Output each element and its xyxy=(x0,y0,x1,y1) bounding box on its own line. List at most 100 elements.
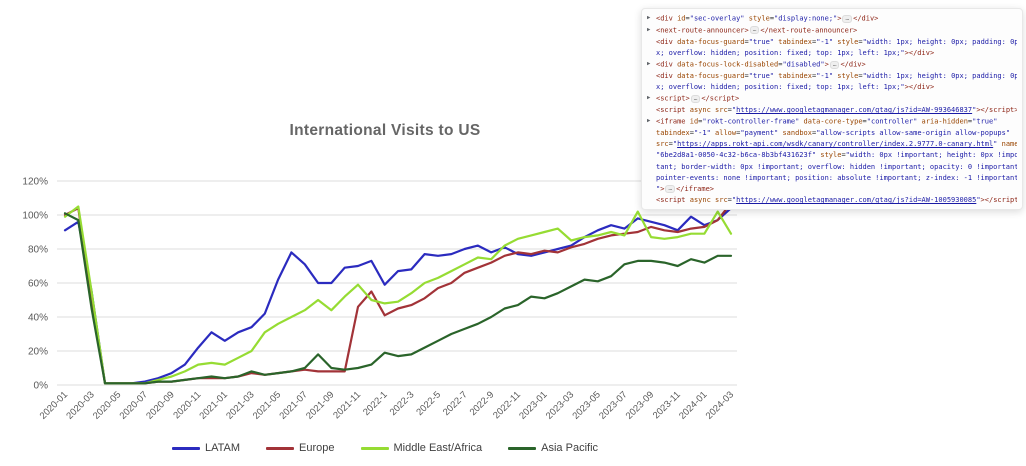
ellipsis-expand-button[interactable]: … xyxy=(749,26,760,35)
code-token: data-focus-lock-disabled xyxy=(672,60,779,69)
x-axis-tick-label: 2020-11 xyxy=(171,389,203,421)
x-axis-tick-label: 2020-01 xyxy=(38,389,70,421)
legend-swatch-latam xyxy=(171,446,200,450)
expand-arrow-icon[interactable]: ▶ xyxy=(647,95,651,102)
devtools-code-line[interactable]: tant; border-width: 0px !important; over… xyxy=(647,162,1017,173)
code-token: style xyxy=(816,151,842,160)
legend-label: Europe xyxy=(299,442,335,454)
expand-arrow-icon[interactable]: ▶ xyxy=(647,61,651,68)
code-token: ></div> xyxy=(904,48,935,57)
x-axis-tick-label: 2023-05 xyxy=(570,389,602,421)
series-line-latam xyxy=(63,207,733,385)
code-token: ></div> xyxy=(904,83,935,92)
code-token: <script xyxy=(656,196,686,205)
devtools-code-line[interactable]: ▶<iframe name="integration_type=preload_… xyxy=(647,207,1017,210)
expand-arrow-icon[interactable]: ▶ xyxy=(647,118,651,125)
devtools-code-line[interactable]: ▶ <script>… </script> xyxy=(647,93,1017,105)
devtools-code-line[interactable]: src="https://apps.rokt-api.com/wsdk/cana… xyxy=(647,139,1017,150)
code-link[interactable]: https://apps.rokt-api.com/wsdk/canary/co… xyxy=(677,140,994,149)
ellipsis-expand-button[interactable]: … xyxy=(665,185,676,194)
code-token: <iframe xyxy=(656,208,686,209)
devtools-code-line[interactable]: <div data-focus-guard="true" tabindex="-… xyxy=(647,71,1017,82)
ellipsis-expand-button[interactable]: … xyxy=(829,60,840,69)
x-axis-tick-label: 2024-01 xyxy=(677,389,709,421)
international-visits-chart: International Visits to US 0% 20% 40% 60% 80… xyxy=(22,122,737,454)
code-token: = xyxy=(778,60,783,69)
devtools-code-line[interactable]: <script async src="https://www.googletag… xyxy=(647,105,1017,116)
code-token: = xyxy=(967,117,973,126)
code-token: sandbox xyxy=(778,129,812,138)
expand-arrow-icon[interactable]: ▶ xyxy=(647,207,656,210)
line-chart-plot: 0%20%40%60%80%100%120%2020-012020-032020… xyxy=(22,177,737,422)
x-axis-tick-label: 2023-09 xyxy=(624,389,656,421)
code-token: src xyxy=(656,140,669,149)
devtools-code-line[interactable]: <div data-focus-guard="true" tabindex="-… xyxy=(647,37,1017,48)
code-link[interactable]: https://www.googletagmanager.com/gtag/js… xyxy=(736,196,977,205)
code-token: = xyxy=(685,14,690,23)
devtools-code-line[interactable]: ▶ <next-route-announcer>… </next-route-ann… xyxy=(647,25,1017,37)
code-token: "true" xyxy=(748,37,775,46)
code-token: async xyxy=(685,196,711,205)
code-token: <div xyxy=(656,37,673,46)
code-token: "-1" xyxy=(693,129,711,138)
devtools-code-line[interactable]: ">… </iframe> xyxy=(647,184,1017,195)
code-link[interactable]: https://www.googletagmanager.com/gtag/js… xyxy=(736,106,973,115)
legend-label: Middle East/Africa xyxy=(393,442,483,454)
code-token: = xyxy=(668,140,673,149)
ellipsis-expand-button[interactable]: … xyxy=(690,94,701,103)
x-axis-tick-label: 2021-05 xyxy=(251,389,283,421)
code-token: data-focus-guard xyxy=(672,37,745,46)
code-token: "-1" xyxy=(816,37,834,46)
code-token: allow xyxy=(710,129,737,138)
code-token: </div> xyxy=(853,14,879,23)
devtools-code-line[interactable]: "6be2d8a1-0050-4c32-b6ca-8b3bf431623f" s… xyxy=(647,150,1017,161)
expand-arrow-icon[interactable]: ▶ xyxy=(647,15,651,21)
code-token: = xyxy=(707,208,711,209)
devtools-code-line[interactable]: ▶ <div data-focus-lock-disabled="disabled… xyxy=(647,59,1017,71)
code-token: pointer-events: none !important; positio… xyxy=(656,173,1017,182)
code-token: = xyxy=(858,71,863,80)
code-token: = xyxy=(689,129,694,138)
devtools-code-line[interactable]: ▶ <iframe id="rokt-controller-frame" data… xyxy=(647,116,1017,128)
code-token: " xyxy=(972,106,977,115)
x-axis-tick-label: 2020-03 xyxy=(64,389,96,421)
devtools-code-line[interactable]: x; overflow: hidden; position: fixed; to… xyxy=(647,82,1017,93)
chart-title: International Visits to US xyxy=(289,122,481,139)
expand-arrow-icon[interactable]: ▶ xyxy=(647,26,651,33)
code-token: </iframe> xyxy=(676,185,714,194)
x-axis-tick-label: 2021-03 xyxy=(224,389,256,421)
code-token: "allow-scripts allow-same-origin allow-p… xyxy=(816,129,1011,138)
x-axis-tick-label: 2023-01 xyxy=(517,389,549,421)
x-axis-tick-label: 2020-07 xyxy=(118,389,150,421)
code-token: tabindex xyxy=(774,71,812,80)
code-token: " xyxy=(731,196,737,205)
legend-swatch-asia-pacific xyxy=(508,446,537,450)
code-token: x; overflow: hidden; position: fixed; to… xyxy=(656,83,905,92)
code-token: "6be2d8a1-0050-4c32-b6ca-8b3bf431623f" xyxy=(656,151,817,160)
devtools-elements-panel[interactable]: ▶ <div id="sec-overlay" style="display:no… xyxy=(641,8,1023,210)
devtools-code-line[interactable]: ▶ <div id="sec-overlay" style="display:no… xyxy=(647,13,1017,25)
code-token: " xyxy=(656,185,661,194)
devtools-code-line[interactable]: tabindex="-1" allow="payment" sandbox="a… xyxy=(647,128,1017,139)
series-line-middle-east-africa xyxy=(63,205,733,385)
code-token: = xyxy=(727,106,732,115)
code-token: = xyxy=(769,14,775,23)
legend-item-asia-pacific: Asia Pacific xyxy=(508,442,598,454)
code-token: = xyxy=(727,196,732,205)
code-token: " xyxy=(976,196,981,205)
code-token: name xyxy=(686,208,707,209)
code-token: "sec-overlay" xyxy=(689,14,745,23)
code-token: data-core-type xyxy=(799,117,863,126)
devtools-code-line[interactable]: pointer-events: none !important; positio… xyxy=(647,173,1017,184)
devtools-code-line[interactable]: <script async src="https://www.googletag… xyxy=(647,195,1017,206)
y-axis-tick-label: 100% xyxy=(22,211,48,222)
ellipsis-expand-button[interactable]: … xyxy=(842,14,853,23)
code-token: > xyxy=(837,14,842,23)
code-token: src xyxy=(710,196,728,205)
code-token: = xyxy=(744,37,749,46)
x-axis-tick-label: 2024-03 xyxy=(704,389,736,421)
devtools-code-line[interactable]: x; overflow: hidden; position: fixed; to… xyxy=(647,48,1017,59)
code-token: "width: 0px !important; height: 0px !imp… xyxy=(845,151,1017,160)
x-axis-tick-label: 2020-05 xyxy=(91,389,123,421)
